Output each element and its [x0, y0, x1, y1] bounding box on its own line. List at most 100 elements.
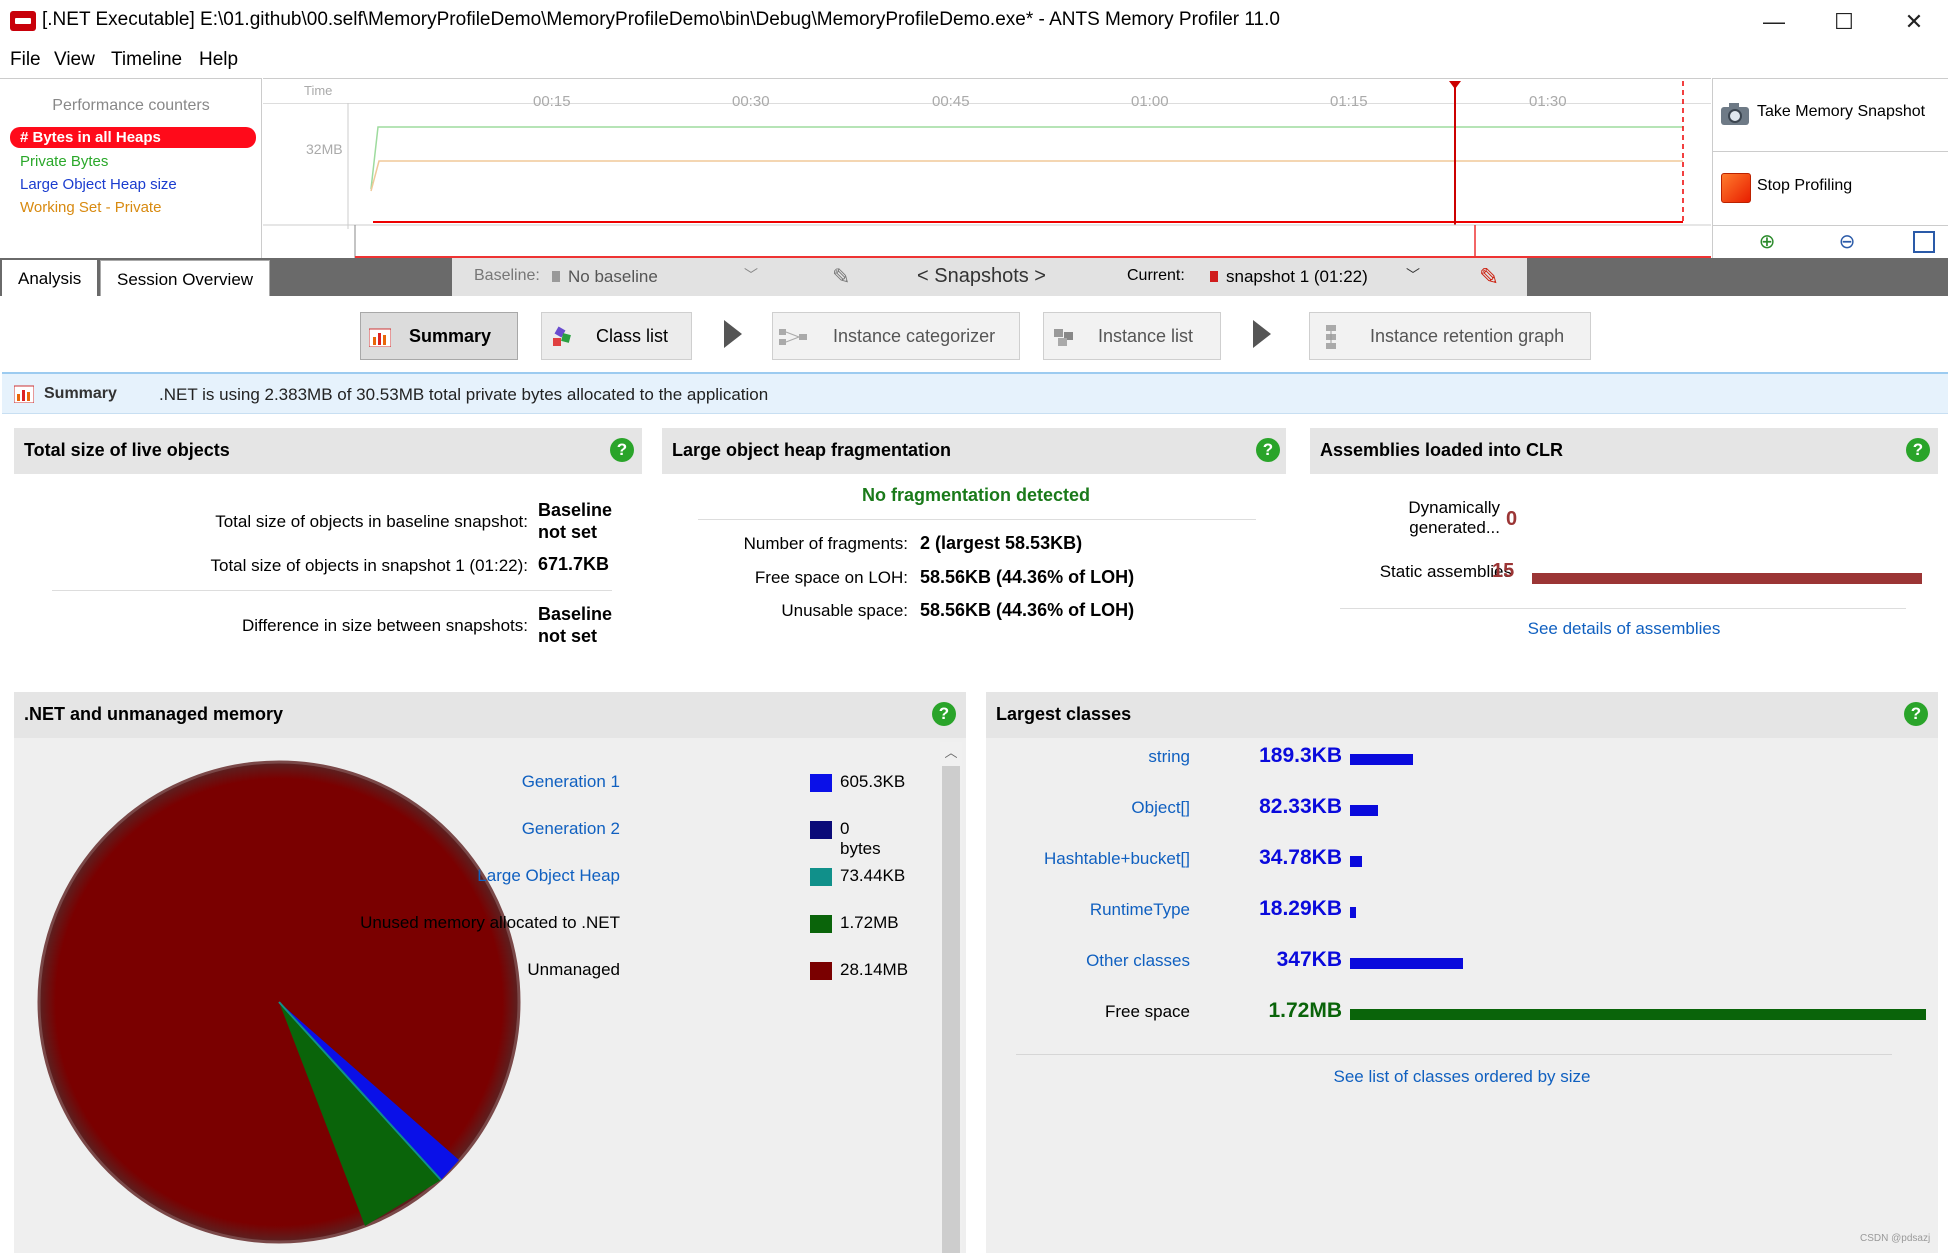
menu-timeline[interactable]: Timeline [111, 49, 183, 70]
live-objects-panel: Total size of live objects ? Total size … [14, 428, 642, 678]
instance-retention-graph-label: Instance retention graph [1370, 326, 1565, 346]
zoom-out-icon[interactable]: ⊖ [1838, 231, 1856, 253]
counter-loh-size[interactable]: Large Object Heap size [20, 176, 177, 193]
tick-label: 01:00 [1131, 93, 1169, 110]
legend-swatch [810, 915, 832, 933]
legend-gen2-label[interactable]: Generation 2 [521, 819, 620, 838]
baseline-label: Baseline: [474, 267, 540, 284]
tick-label: 01:15 [1330, 93, 1368, 110]
class-size-bar [1350, 754, 1413, 765]
unusable-space-label: Unusable space: [781, 601, 908, 620]
summary-label: Summary [409, 326, 492, 346]
stop-profiling-button[interactable]: Stop Profiling [1713, 153, 1948, 223]
perf-header: Performance counters [52, 97, 210, 114]
menu-view[interactable]: View [54, 49, 95, 70]
take-snapshot-button[interactable]: Take Memory Snapshot [1713, 79, 1948, 149]
baseline-select[interactable]: No baseline ﹀ [552, 264, 762, 290]
class-row: Free space 1.72MB [986, 997, 1938, 1027]
see-assemblies-link[interactable]: See details of assemblies [1527, 619, 1721, 638]
zoom-fit-icon[interactable] [1913, 231, 1935, 253]
legend-loh-label[interactable]: Large Object Heap [477, 866, 620, 885]
divider [1713, 151, 1948, 152]
summary-button[interactable]: Summary [360, 312, 518, 360]
help-icon[interactable]: ? [610, 438, 634, 462]
class-row: Other classes 347KB [986, 946, 1938, 976]
legend-unmanaged-value: 28.14MB [840, 960, 909, 979]
class-size-value: 82.33KB [1259, 795, 1342, 818]
class-list-button[interactable]: Class list [541, 312, 692, 360]
scroll-up-icon[interactable]: ︿ [944, 745, 958, 760]
snapshots-navigator[interactable]: < Snapshots > [917, 265, 1046, 287]
menu-help[interactable]: Help [199, 49, 239, 70]
static-assemblies-bar [1532, 573, 1922, 584]
zoom-in-icon[interactable]: ⊕ [1758, 231, 1776, 253]
static-assemblies-value: 15 [1492, 560, 1515, 582]
difference-value: Baseline not set [538, 604, 613, 646]
timeline-plot [263, 81, 1711, 259]
memory-panel: .NET and unmanaged memory ? Generation 1… [14, 692, 966, 1253]
class-name[interactable]: Hashtable+bucket[] [1043, 849, 1190, 868]
baseline-size-value: Baseline not set [538, 500, 613, 542]
close-button[interactable]: ✕ [1904, 9, 1924, 34]
timeline-chart[interactable]: Time 00:15 00:30 00:45 01:00 01:15 01:30… [263, 78, 1711, 259]
unusable-space-value: 58.56KB (44.36% of LOH) [920, 600, 1135, 620]
snapshot-size-label: Total size of objects in snapshot 1 (01:… [210, 556, 528, 575]
class-size-bar [1350, 1009, 1926, 1020]
class-row: string 189.3KB [986, 742, 1938, 772]
largest-classes-panel: Largest classes ? string 189.3KB Object[] 8… [986, 692, 1938, 1253]
maximize-button[interactable]: ☐ [1834, 9, 1854, 34]
counter-working-set[interactable]: Working Set - Private [20, 199, 162, 216]
legend-gen1-label[interactable]: Generation 1 [521, 772, 620, 791]
legend-unused-value: 1.72MB [840, 913, 899, 932]
time-axis-label: Time [304, 83, 333, 98]
y-axis-label: 32MB [306, 141, 343, 157]
edit-baseline-icon[interactable]: ✎ [832, 264, 851, 289]
legend-loh-value: 73.44KB [840, 866, 906, 885]
legend-scrollbar[interactable]: ︿ [940, 742, 962, 1253]
see-classes-link[interactable]: See list of classes ordered by size [1333, 1067, 1591, 1086]
help-icon[interactable]: ? [1906, 438, 1930, 462]
memory-pie-chart [37, 760, 521, 1244]
counter-bytes-all-heaps[interactable]: # Bytes in all Heaps [10, 127, 256, 148]
edit-current-icon[interactable]: ✎ [1479, 264, 1500, 291]
instance-list-button[interactable]: Instance list [1043, 312, 1221, 360]
class-size-bar [1350, 958, 1463, 969]
legend-swatch [810, 962, 832, 980]
free-space-value: 58.56KB (44.36% of LOH) [920, 567, 1135, 587]
tab-analysis[interactable]: Analysis [2, 260, 98, 296]
loh-title: Large object heap fragmentation [662, 428, 1286, 474]
class-size-bar [1350, 856, 1362, 867]
class-name[interactable]: RuntimeType [1089, 900, 1190, 919]
live-objects-title: Total size of live objects [14, 428, 642, 474]
dynamic-assemblies-value: 0 [1506, 508, 1518, 530]
divider [52, 590, 612, 591]
snapshot-size-value: 671.7KB [538, 554, 610, 574]
class-name[interactable]: string [1148, 747, 1190, 766]
help-icon[interactable]: ? [932, 702, 956, 726]
loh-fragmentation-panel: Large object heap fragmentation ? No fra… [662, 428, 1286, 658]
instance-retention-graph-button[interactable]: Instance retention graph [1309, 312, 1591, 360]
free-space-label: Free space on LOH: [754, 568, 908, 587]
class-size-bar [1350, 805, 1378, 816]
divider [1340, 608, 1906, 609]
legend-swatch [810, 774, 832, 792]
class-name[interactable]: Other classes [1086, 951, 1190, 970]
chevron-down-icon: ﹀ [1406, 267, 1420, 283]
class-name[interactable]: Object[] [1131, 798, 1190, 817]
tab-session-overview[interactable]: Session Overview [100, 260, 271, 296]
class-size-value: 34.78KB [1259, 846, 1342, 869]
menu-file[interactable]: File [10, 49, 41, 70]
scrollbar-thumb[interactable] [942, 766, 960, 1253]
title-bar: [.NET Executable] E:\01.github\00.self\M… [0, 0, 1948, 44]
help-icon[interactable]: ? [1256, 438, 1280, 462]
class-size-value: 1.72MB [1268, 999, 1342, 1022]
current-select[interactable]: snapshot 1 (01:22) ﹀ [1210, 264, 1425, 290]
assemblies-panel: Assemblies loaded into CLR ? Dynamically… [1310, 428, 1938, 658]
minimize-button[interactable]: — [1763, 9, 1785, 34]
instance-list-icon [1054, 329, 1073, 346]
divider [698, 519, 1256, 520]
instance-categorizer-button[interactable]: Instance categorizer [772, 312, 1020, 360]
help-icon[interactable]: ? [1904, 702, 1928, 726]
counter-private-bytes[interactable]: Private Bytes [20, 153, 109, 170]
class-row: RuntimeType 18.29KB [986, 895, 1938, 925]
